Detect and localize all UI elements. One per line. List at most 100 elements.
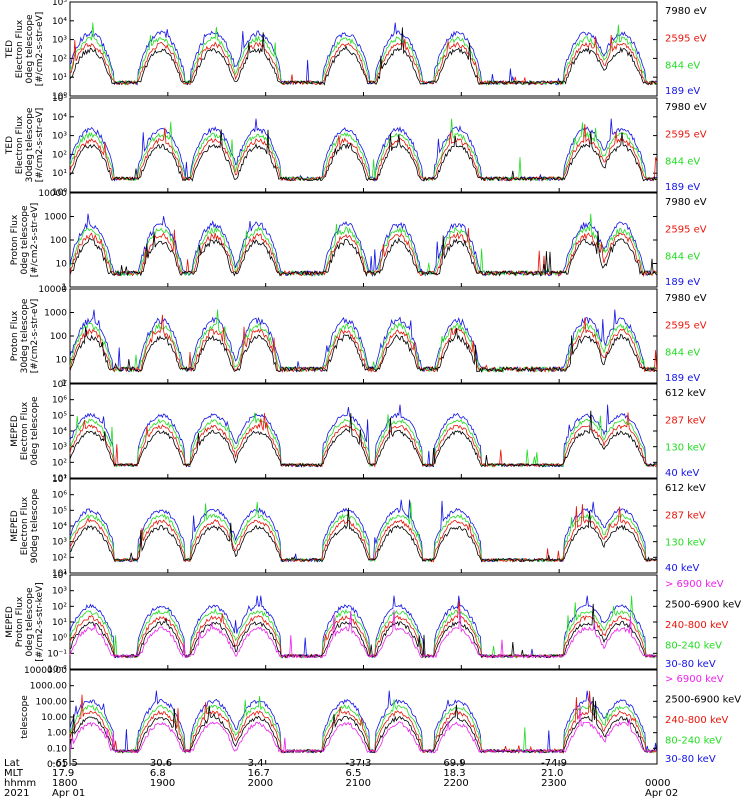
legend-entry: 7980 eV	[665, 102, 707, 113]
legend-entry: 30-80 keV	[665, 754, 716, 765]
x-tick-label-mlt: 6.5	[346, 768, 362, 779]
series-line	[69, 410, 657, 468]
y-axis-label-line: 90deg telescope	[30, 488, 40, 563]
legend-entry: 240-800 keV	[665, 715, 729, 726]
y-tick-label: 1	[61, 379, 67, 389]
y-axis-label-line: MEPED	[10, 510, 20, 542]
series-line	[69, 118, 658, 183]
y-tick-label: 10	[56, 260, 68, 270]
y-tick-label: 0.01	[47, 760, 67, 770]
y-tick-label: 1000.00	[30, 682, 67, 692]
series-line	[69, 501, 658, 563]
y-tick-label: 10⁷	[52, 475, 67, 485]
y-tick-label: 10.00	[41, 713, 67, 723]
y-tick-label: 10¹	[52, 169, 67, 179]
y-tick-label: 10²	[52, 54, 67, 64]
x-tick-label-date: Apr 01	[52, 788, 85, 799]
y-axis-label-line: telescope	[20, 695, 30, 739]
x-tick-label-hhmm: 2300	[541, 778, 566, 789]
y-axis-label-line: [#/cm2-s-str-eV]	[30, 299, 40, 374]
y-axis-label: Proton Flux 30deg telescope [#/cm2-s-str-e…	[10, 298, 40, 373]
legend-entry: 844 eV	[665, 157, 700, 168]
series-line	[69, 504, 657, 563]
y-tick-label: 0.10	[47, 744, 67, 754]
y-axis-label-line: Proton Flux	[15, 596, 25, 647]
series-line	[69, 314, 658, 373]
legend-entry: 80-240 keV	[665, 641, 722, 652]
y-tick-label: 10⁶	[52, 396, 67, 406]
y-axis-label-line: 30deg telescope	[20, 298, 30, 373]
panel-frame	[69, 669, 658, 765]
panel-frame	[69, 478, 658, 574]
legend-entry: 844 eV	[665, 252, 700, 263]
y-axis-label: MEPED Proton Flux 0deg telescope [#/cm2-s-s…	[5, 582, 45, 661]
series-line	[69, 507, 658, 563]
y-tick-label: 10¹	[52, 618, 67, 628]
panel-frame	[69, 192, 658, 288]
y-axis-label-line: Electron Flux	[15, 19, 25, 78]
x-tick-label-lat: -65.5	[52, 758, 78, 769]
legend-entry: 30-80 keV	[665, 659, 716, 670]
y-axis-label-line: Electron Flux	[20, 401, 30, 460]
panel-4: 1 10 100 1000 10000 Proton Flux 30deg telescop…	[10, 285, 707, 389]
y-axis-label-line: TED	[5, 136, 15, 155]
xaxis-row-label-lat: Lat	[4, 758, 20, 769]
y-tick-label: 10³	[52, 587, 67, 597]
y-tick-label: 100	[50, 332, 67, 342]
series-line	[69, 228, 658, 278]
y-tick-label: 10⁵	[52, 94, 67, 104]
series-line	[69, 412, 658, 468]
legend-entry: 40 keV	[665, 563, 699, 574]
y-tick-label: 10⁰	[52, 188, 67, 198]
x-tick-label-hhmm: 2000	[248, 778, 273, 789]
xaxis-row-label-mlt: MLT	[4, 768, 24, 779]
x-tick-label-hhmm: 0000	[645, 778, 670, 789]
legend-entry: 844 eV	[665, 61, 700, 72]
y-tick-label: 10⁵	[52, 506, 67, 516]
y-tick-label: 10¹	[52, 73, 67, 83]
y-axis-label: TED Electron Flux 30deg telescope [#/cm2-s-…	[5, 107, 45, 182]
x-tick-label-date: Apr 02	[645, 788, 678, 799]
legend-entry: 7980 eV	[665, 293, 707, 304]
y-axis-label: telescope	[20, 695, 30, 739]
legend-entry: 2595 eV	[665, 33, 707, 44]
series-line	[69, 690, 658, 754]
y-axis-label-line: MEPED	[10, 415, 20, 447]
series-line	[69, 412, 657, 468]
legend-entry: 2595 eV	[665, 129, 707, 140]
y-tick-label: 10⁴	[52, 571, 67, 581]
legend-entry: 2595 eV	[665, 320, 707, 331]
x-tick-label-mlt: 6.8	[150, 768, 166, 779]
panel-2: 10⁰ 10¹ 10² 10³ 10⁴ 10⁵ TED Electron Flux 30deg …	[5, 94, 707, 198]
y-tick-label: 10⁻¹	[47, 649, 67, 659]
y-axis-label: MEPED Electron Flux 90deg telescope	[10, 488, 40, 563]
y-tick-label: 10	[56, 356, 68, 366]
series-line	[69, 327, 658, 373]
series-line	[69, 595, 657, 660]
y-tick-label: 10³	[52, 132, 67, 142]
series-line	[69, 124, 658, 182]
series-line	[69, 34, 658, 86]
legend-entry: 130 keV	[665, 538, 706, 549]
x-tick-label-mlt: 18.3	[443, 768, 465, 779]
y-tick-label: 10000	[38, 189, 67, 199]
x-tick-label-hhmm: 1900	[150, 778, 175, 789]
panel-1: 10⁰ 10¹ 10² 10³ 10⁴ 10⁵ TED Electron Flux 0deg t…	[5, 0, 707, 102]
panel-7: 10⁻² 10⁻¹ 10⁰ 10¹ 10² 10³ 10⁴ MEPED Proton Flux 0…	[5, 571, 741, 675]
y-axis-label-line: [#/cm2-s-str-eV]	[35, 108, 45, 183]
y-axis-label-line: [#/cm2-s-str-eV]	[35, 12, 45, 87]
series-line	[69, 603, 658, 659]
series-line	[69, 608, 657, 659]
y-tick-label: 10²	[52, 553, 67, 563]
y-axis-label-line: Electron Flux	[15, 115, 25, 174]
legend-entry: 189 eV	[665, 277, 700, 288]
panel-6: 10¹ 10² 10³ 10⁴ 10⁵ 10⁶ 10⁷ MEPED Electron Flux 9…	[10, 475, 706, 579]
legend-entry: 189 eV	[665, 373, 700, 384]
y-tick-label: 10⁴	[52, 113, 67, 123]
legend-entry: > 6900 keV	[665, 579, 724, 590]
x-tick-label-mlt: 17.9	[52, 768, 74, 779]
y-tick-label: 10000	[38, 285, 67, 295]
legend-entry: 189 eV	[665, 182, 700, 193]
